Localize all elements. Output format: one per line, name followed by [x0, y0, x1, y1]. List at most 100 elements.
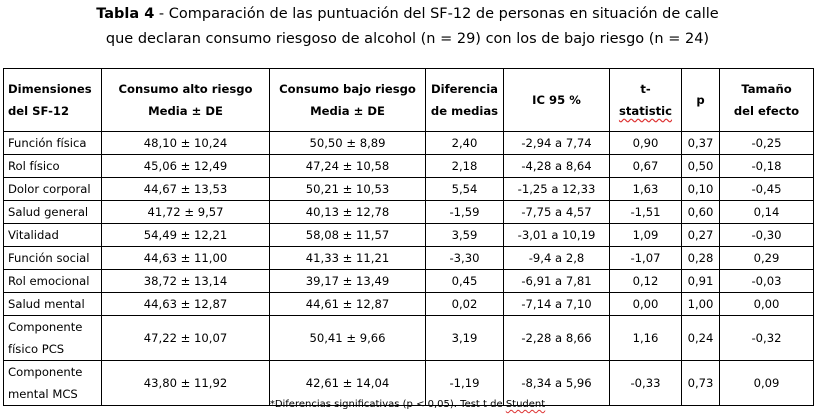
cell-t: 0,67 — [609, 154, 682, 178]
header-row: Dimensiones del SF-12 Consumo alto riesgo… — [3, 68, 814, 132]
cell-high: 48,10 ± 10,24 — [101, 131, 270, 155]
cell-effect: -0,03 — [719, 269, 814, 293]
cell-high: 44,63 ± 11,00 — [101, 246, 270, 270]
cell-dimension: Dolor corporal — [3, 177, 102, 201]
table-caption: Tabla 4 - Comparación de las puntuación … — [0, 2, 815, 52]
cell-high: 44,63 ± 12,87 — [101, 292, 270, 316]
cell-diff: 2,40 — [425, 131, 504, 155]
cell-low: 40,13 ± 12,78 — [269, 200, 426, 224]
table-row: Componente mental MCS 43,80 ± 11,92 42,61 ±… — [3, 360, 814, 406]
header-p: p — [681, 68, 720, 132]
cell-diff: 0,02 — [425, 292, 504, 316]
cell-p: 0,60 — [681, 200, 720, 224]
cell-diff: 5,54 — [425, 177, 504, 201]
cell-ci: -7,14 a 7,10 — [503, 292, 610, 316]
cell-p: 0,27 — [681, 223, 720, 247]
cell-t: -1,07 — [609, 246, 682, 270]
caption-separator: - — [154, 6, 169, 22]
cell-t: -0,33 — [609, 360, 682, 406]
cell-effect: -0,18 — [719, 154, 814, 178]
cell-t: 0,90 — [609, 131, 682, 155]
header-t-statistic: t-statistic — [609, 68, 682, 132]
cell-low: 39,17 ± 13,49 — [269, 269, 426, 293]
cell-low: 47,24 ± 10,58 — [269, 154, 426, 178]
table-row: Rol físico 45,06 ± 12,49 47,24 ± 10,58 2,18… — [3, 154, 814, 178]
header-ci: IC 95 % — [503, 68, 610, 132]
cell-p: 0,10 — [681, 177, 720, 201]
cell-high: 41,72 ± 9,57 — [101, 200, 270, 224]
cell-low: 58,08 ± 11,57 — [269, 223, 426, 247]
cell-effect: -0,30 — [719, 223, 814, 247]
cell-effect: 0,00 — [719, 292, 814, 316]
cell-high: 38,72 ± 13,14 — [101, 269, 270, 293]
header-mean-difference: Diferencia de medias — [425, 68, 504, 132]
cell-diff: -1,59 — [425, 200, 504, 224]
cell-ci: -1,25 a 12,33 — [503, 177, 610, 201]
cell-effect: -0,32 — [719, 315, 814, 361]
cell-high: 54,49 ± 12,21 — [101, 223, 270, 247]
cell-t: 1,09 — [609, 223, 682, 247]
header-low-risk: Consumo bajo riesgo Media ± DE — [269, 68, 426, 132]
cell-diff: -3,30 — [425, 246, 504, 270]
cell-low: 50,41 ± 9,66 — [269, 315, 426, 361]
cell-t: 1,16 — [609, 315, 682, 361]
table-row: Componente físico PCS 47,22 ± 10,07 50,41 ±… — [3, 315, 814, 361]
table-row: Función física 48,10 ± 10,24 50,50 ± 8,89 2… — [3, 131, 814, 155]
cell-diff: 3,59 — [425, 223, 504, 247]
cell-ci: -6,91 a 7,81 — [503, 269, 610, 293]
cell-ci: -7,75 a 4,57 — [503, 200, 610, 224]
footnote: *Diferencias significativas (p < 0,05). … — [269, 399, 546, 410]
cell-high: 45,06 ± 12,49 — [101, 154, 270, 178]
cell-t: 1,63 — [609, 177, 682, 201]
cell-effect: 0,09 — [719, 360, 814, 406]
cell-dimension: Componente mental MCS — [3, 360, 102, 406]
cell-dimension: Función física — [3, 131, 102, 155]
cell-dimension: Vitalidad — [3, 223, 102, 247]
cell-low: 50,50 ± 8,89 — [269, 131, 426, 155]
table-row: Vitalidad 54,49 ± 12,21 58,08 ± 11,57 3,59-… — [3, 223, 814, 247]
cell-dimension: Rol emocional — [3, 269, 102, 293]
table-row: Dolor corporal 44,67 ± 13,53 50,21 ± 10,53… — [3, 177, 814, 201]
cell-p: 0,73 — [681, 360, 720, 406]
caption-line-1: Tabla 4 - Comparación de las puntuación … — [0, 2, 815, 27]
cell-low: 41,33 ± 11,21 — [269, 246, 426, 270]
cell-ci: -3,01 a 10,19 — [503, 223, 610, 247]
header-high-risk: Consumo alto riesgo Media ± DE — [101, 68, 270, 132]
cell-p: 0,37 — [681, 131, 720, 155]
cell-p: 0,50 — [681, 154, 720, 178]
table-row: Salud mental 44,63 ± 12,87 44,61 ± 12,87 0,… — [3, 292, 814, 316]
cell-low: 44,61 ± 12,87 — [269, 292, 426, 316]
cell-effect: 0,14 — [719, 200, 814, 224]
cell-ci: -2,94 a 7,74 — [503, 131, 610, 155]
cell-ci: -8,34 a 5,96 — [503, 360, 610, 406]
cell-t: 0,00 — [609, 292, 682, 316]
cell-low: 50,21 ± 10,53 — [269, 177, 426, 201]
caption-line-2: que declaran consumo riesgoso de alcohol… — [105, 31, 710, 47]
cell-ci: -2,28 a 8,66 — [503, 315, 610, 361]
comparison-table: Dimensiones del SF-12 Consumo alto riesgo… — [3, 68, 814, 406]
cell-high: 47,22 ± 10,07 — [101, 315, 270, 361]
cell-t: 0,12 — [609, 269, 682, 293]
cell-dimension: Función social — [3, 246, 102, 270]
cell-dimension: Componente físico PCS — [3, 315, 102, 361]
header-dimensions: Dimensiones del SF-12 — [3, 68, 102, 132]
cell-diff: 2,18 — [425, 154, 504, 178]
caption-line-1-text: Comparación de las puntuación del SF-12 … — [168, 6, 719, 22]
cell-effect: -0,45 — [719, 177, 814, 201]
cell-ci: -9,4 a 2,8 — [503, 246, 610, 270]
cell-low: 42,61 ± 14,04 — [269, 360, 426, 406]
cell-high: 43,80 ± 11,92 — [101, 360, 270, 406]
cell-high: 44,67 ± 13,53 — [101, 177, 270, 201]
table-row: Rol emocional 38,72 ± 13,14 39,17 ± 13,49 0… — [3, 269, 814, 293]
caption-label: Tabla 4 — [96, 6, 155, 22]
cell-effect: -0,25 — [719, 131, 814, 155]
cell-dimension: Salud general — [3, 200, 102, 224]
cell-effect: 0,29 — [719, 246, 814, 270]
table-row: Salud general 41,72 ± 9,57 40,13 ± 12,78 -1… — [3, 200, 814, 224]
cell-p: 0,24 — [681, 315, 720, 361]
table-body: Función física 48,10 ± 10,24 50,50 ± 8,89 2… — [3, 131, 814, 406]
cell-dimension: Salud mental — [3, 292, 102, 316]
table-row: Función social 44,63 ± 11,00 41,33 ± 11,21… — [3, 246, 814, 270]
cell-p: 0,28 — [681, 246, 720, 270]
cell-p: 1,00 — [681, 292, 720, 316]
